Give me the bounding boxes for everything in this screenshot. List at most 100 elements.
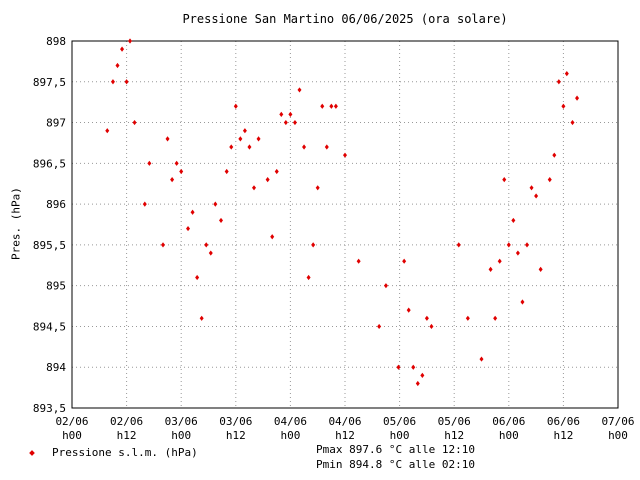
data-point: [142, 201, 147, 207]
data-point: [497, 258, 502, 264]
data-point: [213, 201, 218, 207]
data-point: [186, 225, 191, 232]
data-point: [170, 177, 175, 183]
legend-marker: [29, 449, 35, 456]
data-point: [297, 87, 302, 93]
data-point: [383, 283, 388, 289]
data-point: [204, 242, 209, 248]
data-point: [252, 185, 256, 191]
x-tick-time: h00: [608, 429, 628, 442]
y-axis-label: Pres. (hPa): [9, 187, 23, 260]
data-point: [520, 299, 525, 305]
data-point: [179, 168, 184, 175]
legend: Pressione s.l.m. (hPa): [29, 446, 198, 459]
data-point: [552, 152, 557, 158]
data-point: [315, 185, 320, 191]
data-point: [320, 103, 325, 109]
x-tick-time: h12: [553, 429, 573, 442]
data-point: [195, 274, 200, 281]
x-tick-time: h00: [499, 429, 519, 442]
data-point: [279, 111, 284, 117]
x-tick-date: 05/06: [383, 415, 416, 428]
x-tick-date: 02/06: [55, 415, 88, 428]
data-point: [570, 119, 575, 126]
data-point: [465, 315, 470, 321]
x-tick-date: 06/06: [547, 415, 580, 428]
data-point: [224, 168, 229, 175]
data-point: [233, 103, 238, 109]
data-point: [511, 217, 516, 224]
data-point: [105, 128, 110, 134]
x-tick-time: h00: [171, 429, 191, 442]
data-point: [208, 250, 213, 256]
x-tick-date: 04/06: [274, 415, 307, 428]
data-point: [311, 242, 316, 248]
data-point: [429, 323, 434, 330]
data-point: [199, 315, 204, 321]
data-point: [219, 217, 224, 224]
plot-frame: [71, 40, 619, 409]
x-tick-date: 04/06: [328, 415, 361, 428]
y-tick-label: 894: [46, 361, 66, 374]
data-point: [406, 307, 411, 313]
data-point: [343, 152, 347, 158]
data-point: [502, 177, 507, 183]
data-point: [356, 258, 361, 264]
y-tick-label: 893,5: [33, 402, 66, 415]
x-tick-date: 06/06: [492, 415, 525, 428]
pmin-text: Pmin 894.8 °C alle 02:10: [316, 458, 475, 471]
data-point: [556, 79, 561, 85]
data-point: [302, 144, 307, 150]
data-point: [306, 274, 311, 281]
data-point: [396, 364, 401, 370]
x-tick-time: h12: [226, 429, 246, 442]
data-point: [564, 71, 569, 77]
x-tick-date: 03/06: [219, 415, 252, 428]
y-tick-label: 898: [46, 35, 66, 48]
data-point: [456, 242, 461, 248]
data-point: [247, 144, 252, 150]
data-point: [534, 193, 539, 199]
data-point: [479, 356, 484, 362]
data-point: [420, 372, 425, 378]
data-point: [256, 136, 261, 142]
x-tick-date: 03/06: [165, 415, 198, 428]
data-point: [402, 258, 407, 264]
data-point: [575, 95, 580, 101]
data-point: [283, 119, 288, 126]
data-point: [488, 266, 493, 272]
x-tick-date: 07/06: [601, 415, 634, 428]
data-point: [493, 315, 498, 321]
y-tick-label: 896,5: [33, 157, 66, 170]
data-point: [120, 46, 125, 52]
x-tick-time: h00: [390, 429, 410, 442]
data-points: [105, 38, 580, 387]
x-tick-date: 05/06: [438, 415, 471, 428]
data-point: [274, 168, 279, 175]
x-tick-time: h12: [117, 429, 137, 442]
data-point: [525, 242, 529, 248]
data-point: [128, 38, 133, 44]
data-point: [110, 79, 115, 85]
data-point: [415, 380, 420, 387]
data-point: [547, 177, 552, 183]
data-point: [242, 128, 247, 134]
data-point: [377, 323, 382, 330]
grid-lines: [72, 41, 618, 408]
y-tick-labels: 898 897,5 897 896,5 896 895,5 895 894,5 894 893,5: [33, 35, 66, 415]
data-point: [288, 111, 293, 117]
y-tick-label: 895,5: [33, 239, 66, 252]
x-tick-labels: 02/06h0002/06h1203/06h0003/06h1204/06h00…: [55, 415, 634, 442]
data-point: [515, 250, 520, 256]
data-point: [529, 185, 534, 191]
x-tick-date: 02/06: [110, 415, 143, 428]
y-tick-label: 896: [46, 198, 66, 211]
data-point: [238, 136, 243, 142]
y-tick-label: 897: [46, 117, 66, 130]
x-tick-time: h12: [335, 429, 355, 442]
x-tick-time: h00: [62, 429, 82, 442]
data-point: [265, 177, 270, 183]
data-point: [124, 79, 129, 85]
x-tick-time: h00: [280, 429, 300, 442]
